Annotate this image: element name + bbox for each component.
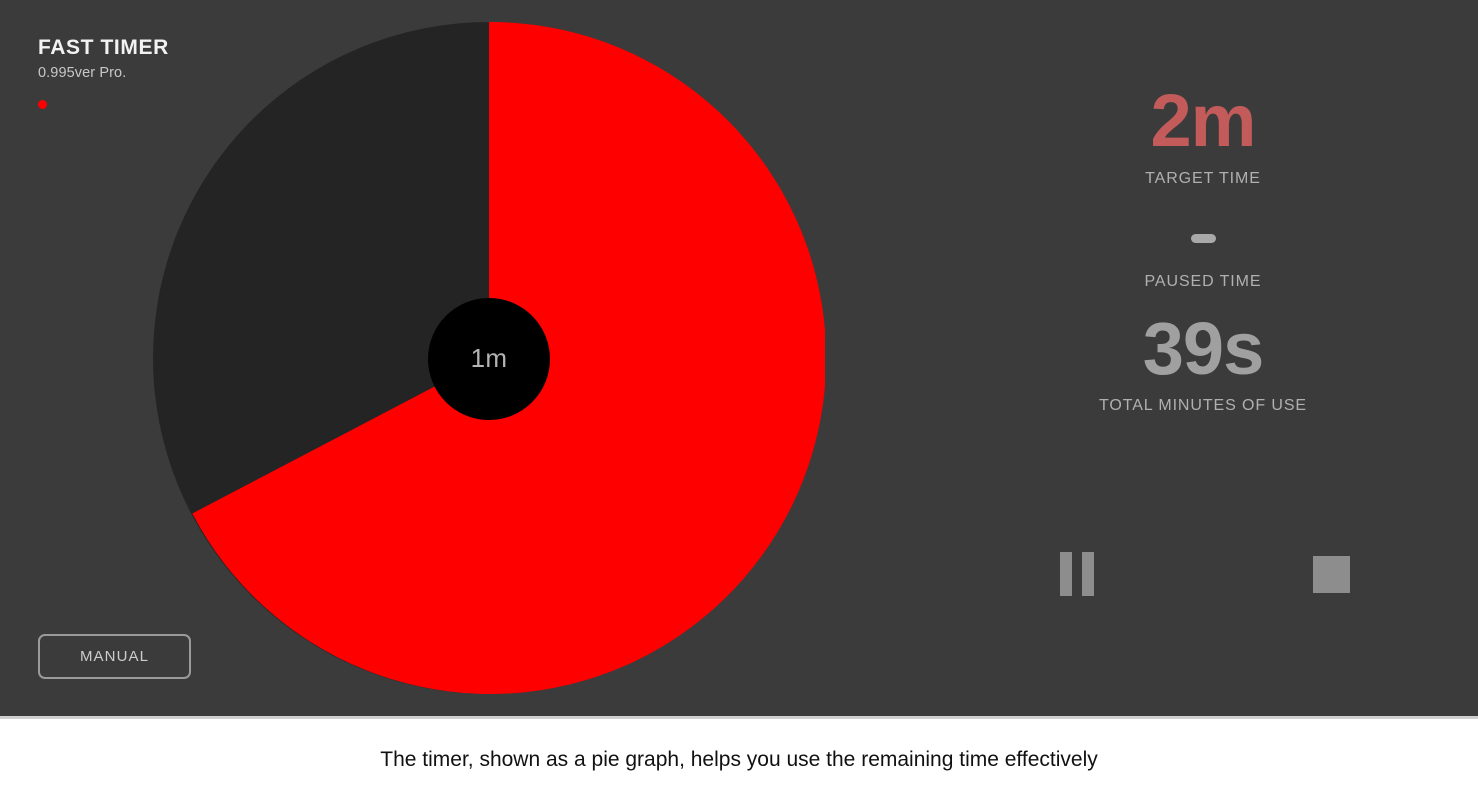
target-time-label: TARGET TIME [1145,170,1261,188]
status-indicator-dot [38,100,47,110]
timer-panel: FAST TIMER 0.995ver Pro. 1m MANUAL 2m [0,0,1478,716]
panel-divider [0,716,1478,719]
stop-icon [1313,555,1350,593]
paused-time-value [1190,234,1216,244]
pie-center-hub [428,298,550,420]
total-time-value: 39s [1142,307,1264,391]
total-time-block: 39s TOTAL MINUTES OF USE [1008,307,1398,414]
timer-pie-chart[interactable]: 1m [153,22,825,694]
caption-text: The timer, shown as a pie graph, helps y… [380,747,1098,771]
transport-controls [1060,552,1350,596]
manual-button[interactable]: MANUAL [38,634,191,679]
app-version: 0.995ver Pro. [38,65,127,82]
target-time-block: 2m TARGET TIME [1008,79,1398,188]
pie-svg [153,22,825,694]
app-branding: FAST TIMER 0.995ver Pro. [38,36,169,110]
stop-button[interactable] [1313,555,1350,593]
total-time-label: TOTAL MINUTES OF USE [1099,396,1307,414]
pause-button[interactable] [1060,552,1094,596]
paused-time-block: PAUSED TIME [1008,234,1398,291]
app-title: FAST TIMER [38,36,169,59]
pause-icon [1060,552,1094,596]
stats-column: 2m TARGET TIME PAUSED TIME 39s TOTAL MIN… [1008,79,1398,415]
target-time-value: 2m [1150,79,1257,162]
paused-time-label: PAUSED TIME [1144,273,1262,291]
caption-bar: The timer, shown as a pie graph, helps y… [0,719,1478,800]
